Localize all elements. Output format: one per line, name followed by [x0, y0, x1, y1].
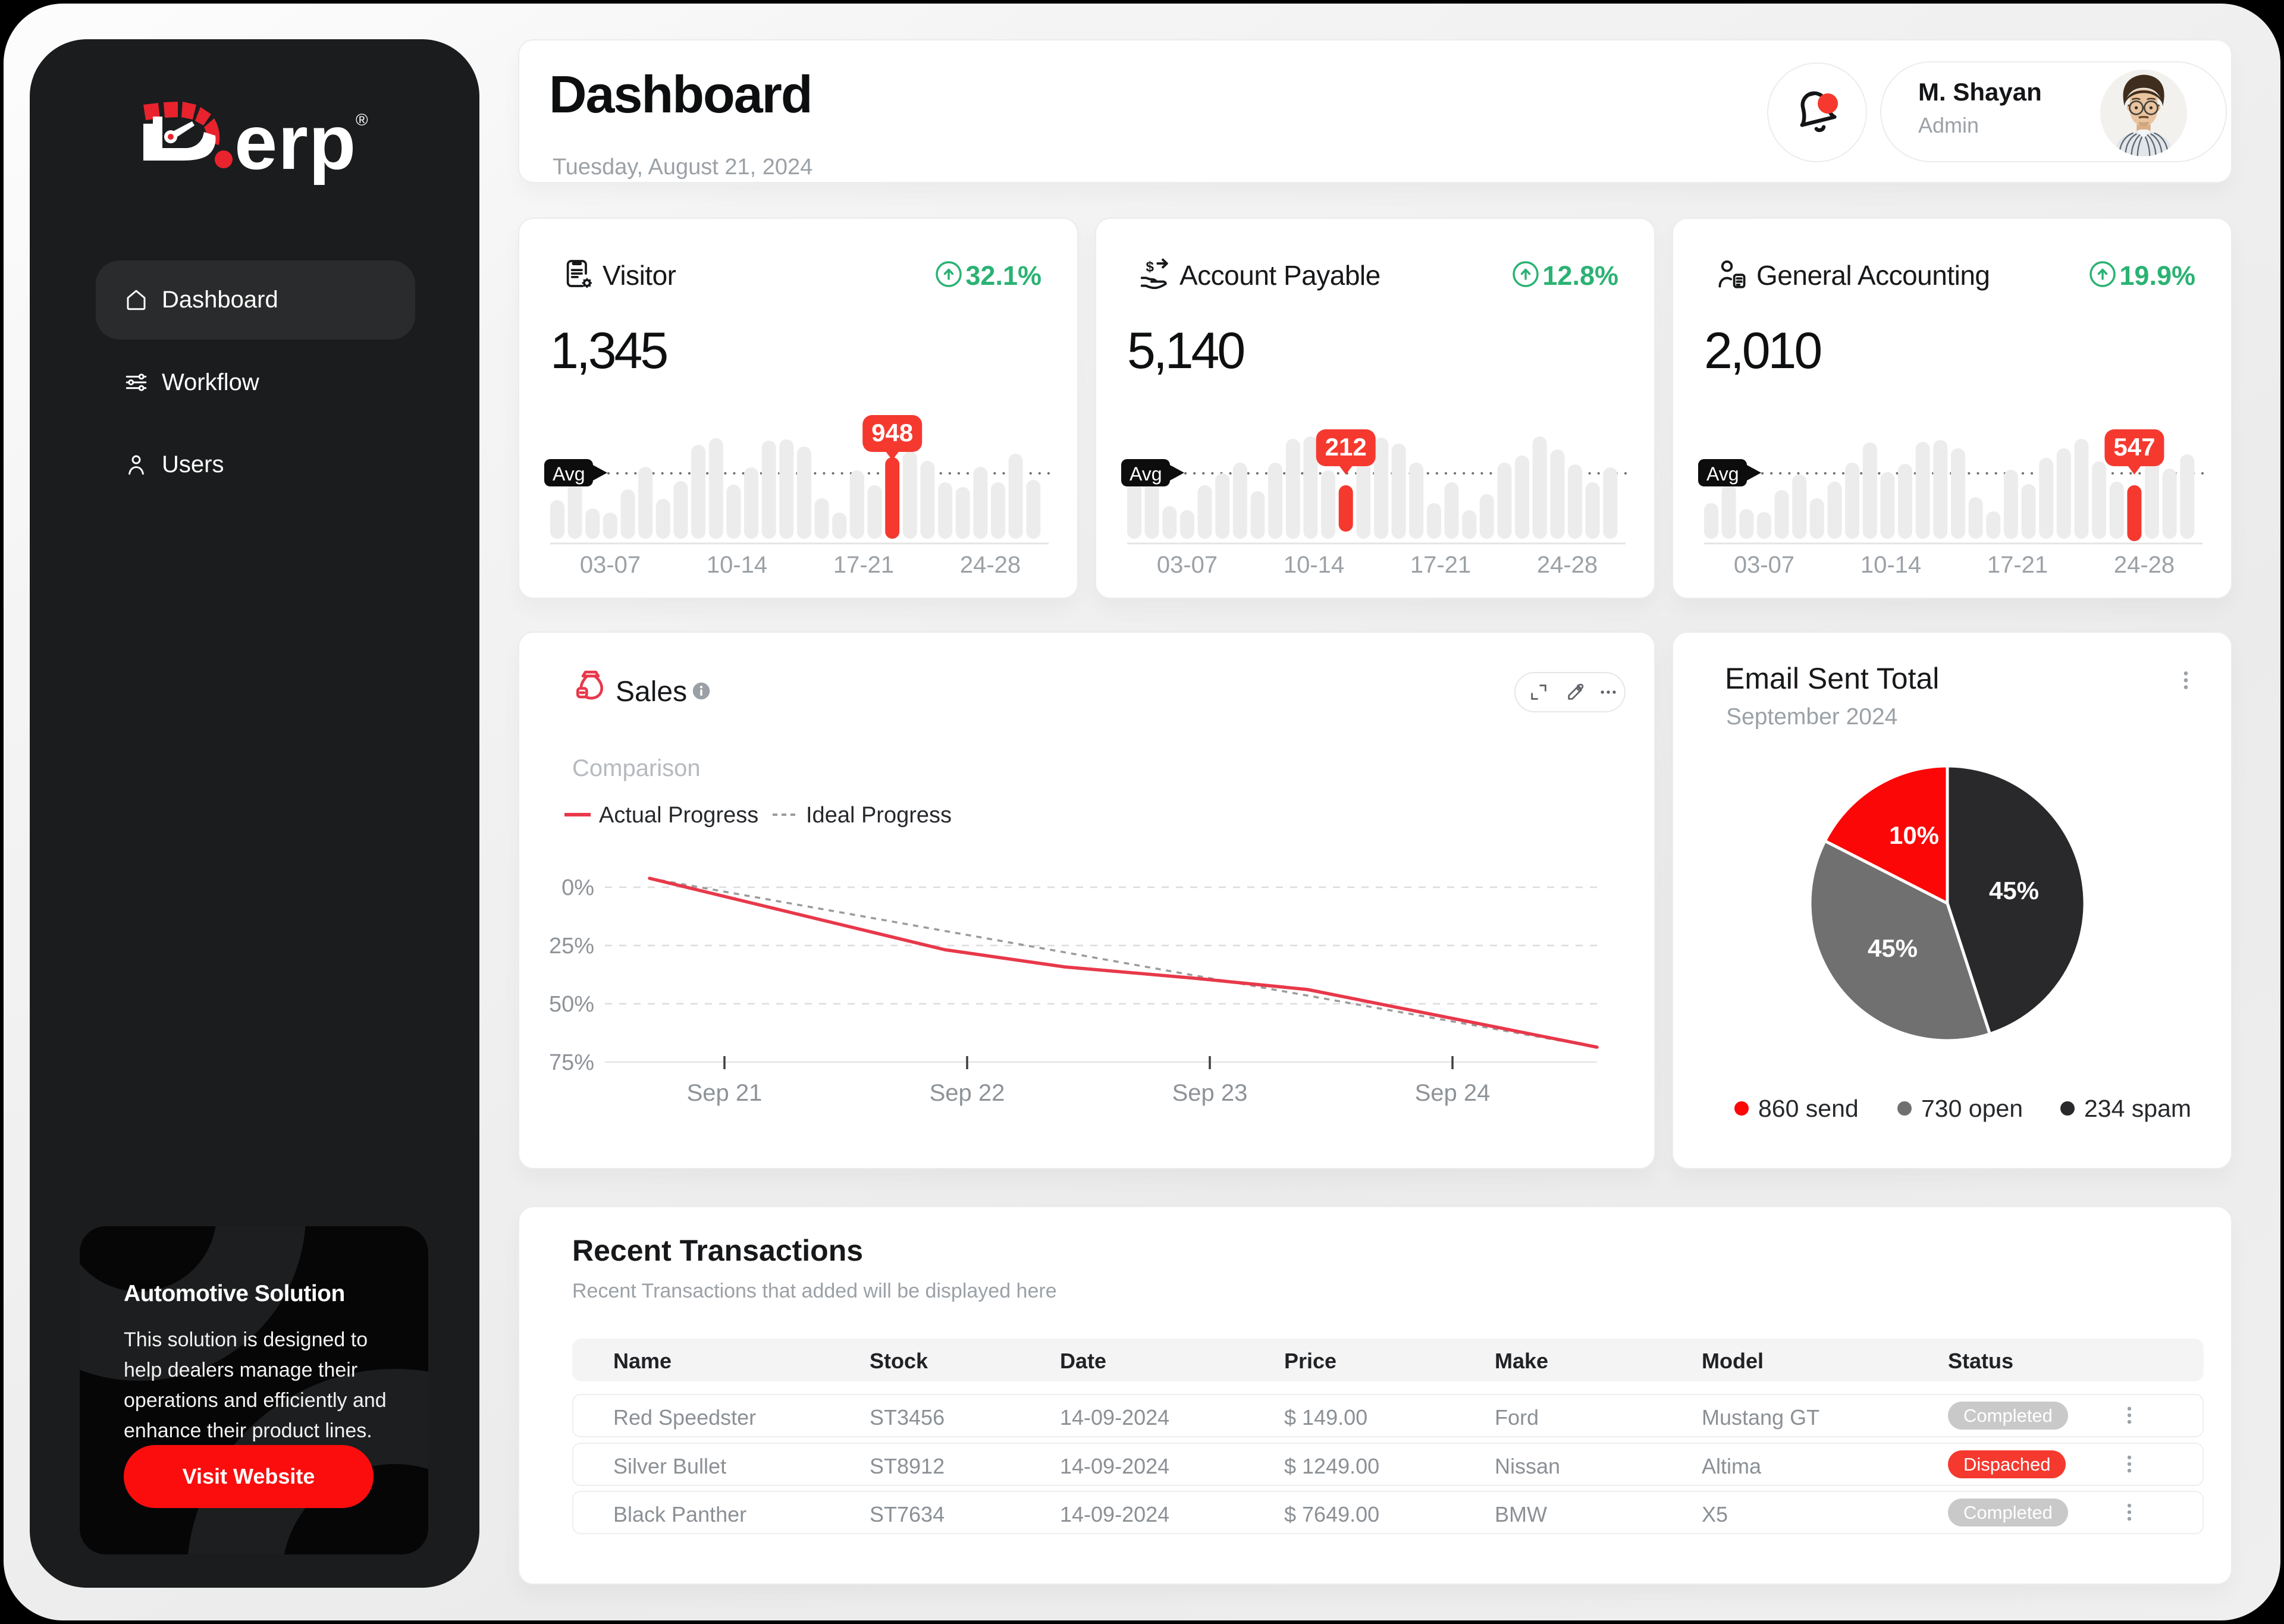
svg-text:0%: 0% — [561, 875, 594, 900]
svg-text:948: 948 — [871, 419, 913, 447]
svg-text:730 open: 730 open — [1921, 1095, 2023, 1122]
svg-text:234 spam: 234 spam — [2084, 1095, 2191, 1122]
svg-text:Actual Progress: Actual Progress — [599, 803, 758, 828]
svg-text:Avg: Avg — [1130, 463, 1162, 485]
svg-text:Sep 22: Sep 22 — [930, 1080, 1005, 1106]
svg-text:Avg: Avg — [553, 463, 585, 485]
svg-text:24-28: 24-28 — [1537, 552, 1598, 578]
svg-text:$: $ — [1146, 259, 1154, 275]
svg-text:17-21: 17-21 — [1410, 552, 1471, 578]
svg-text:Avg: Avg — [1706, 463, 1739, 485]
svg-text:24-28: 24-28 — [960, 552, 1021, 578]
svg-text:547: 547 — [2113, 433, 2155, 461]
svg-text:24-28: 24-28 — [2114, 552, 2175, 578]
svg-text:212: 212 — [1325, 433, 1367, 461]
svg-text:17-21: 17-21 — [1987, 552, 2048, 578]
svg-text:erp: erp — [234, 99, 356, 186]
svg-text:03-07: 03-07 — [580, 552, 641, 578]
svg-text:03-07: 03-07 — [1734, 552, 1794, 578]
svg-text:10-14: 10-14 — [1284, 552, 1344, 578]
svg-text:Sep 21: Sep 21 — [687, 1080, 763, 1106]
svg-text:75%: 75% — [549, 1050, 594, 1075]
svg-text:10%: 10% — [1889, 821, 1939, 849]
svg-text:860 send: 860 send — [1758, 1095, 1859, 1122]
svg-text:25%: 25% — [549, 934, 594, 959]
svg-text:Sep 24: Sep 24 — [1415, 1080, 1491, 1106]
svg-text:Sep 23: Sep 23 — [1172, 1080, 1248, 1106]
svg-text:50%: 50% — [549, 992, 594, 1017]
svg-text:10-14: 10-14 — [707, 552, 767, 578]
svg-text:10-14: 10-14 — [1861, 552, 1921, 578]
svg-text:17-21: 17-21 — [833, 552, 894, 578]
svg-text:45%: 45% — [1989, 877, 2039, 904]
svg-text:Ideal Progress: Ideal Progress — [806, 803, 952, 828]
svg-text:®: ® — [356, 111, 368, 129]
svg-text:45%: 45% — [1868, 934, 1918, 962]
svg-text:03-07: 03-07 — [1157, 552, 1218, 578]
